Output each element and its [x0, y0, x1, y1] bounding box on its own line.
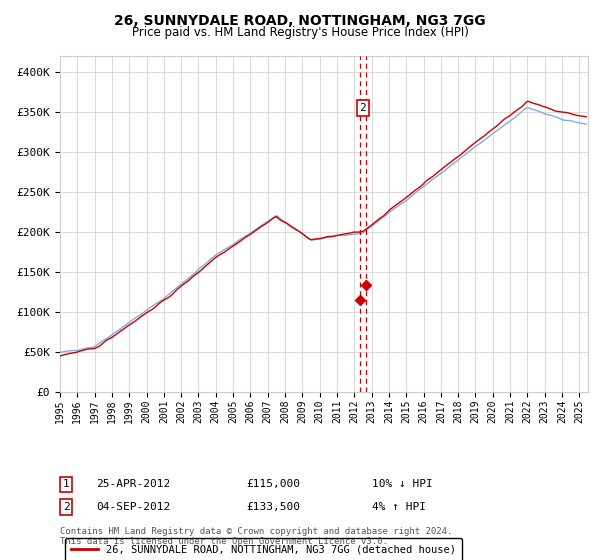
Text: £133,500: £133,500 [246, 502, 300, 512]
Text: £115,000: £115,000 [246, 479, 300, 489]
Text: Price paid vs. HM Land Registry's House Price Index (HPI): Price paid vs. HM Land Registry's House … [131, 26, 469, 39]
Text: 1: 1 [62, 479, 70, 489]
Legend: 26, SUNNYDALE ROAD, NOTTINGHAM, NG3 7GG (detached house), HPI: Average price, de: 26, SUNNYDALE ROAD, NOTTINGHAM, NG3 7GG … [65, 538, 462, 560]
Text: 04-SEP-2012: 04-SEP-2012 [96, 502, 170, 512]
Text: 4% ↑ HPI: 4% ↑ HPI [372, 502, 426, 512]
Text: Contains HM Land Registry data © Crown copyright and database right 2024.
This d: Contains HM Land Registry data © Crown c… [60, 526, 452, 546]
Text: 2: 2 [62, 502, 70, 512]
Text: 25-APR-2012: 25-APR-2012 [96, 479, 170, 489]
Text: 26, SUNNYDALE ROAD, NOTTINGHAM, NG3 7GG: 26, SUNNYDALE ROAD, NOTTINGHAM, NG3 7GG [114, 14, 486, 28]
Text: 2: 2 [359, 103, 367, 113]
Text: 10% ↓ HPI: 10% ↓ HPI [372, 479, 433, 489]
